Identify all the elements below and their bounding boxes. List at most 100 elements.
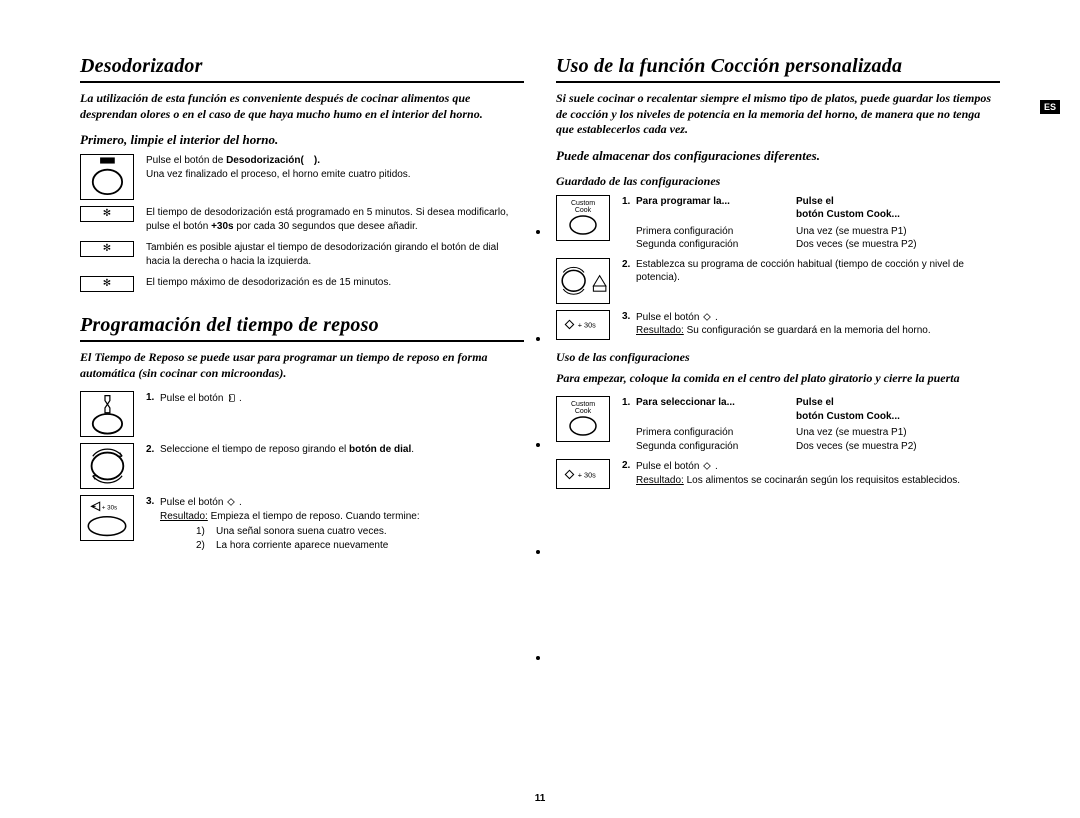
result-label: Resultado: — [636, 475, 684, 486]
bullet-2: ✻ También es posible ajustar el tiempo d… — [80, 241, 524, 268]
dial-icon — [80, 443, 134, 489]
right-column: Uso de la función Cocción personalizada … — [556, 55, 1000, 558]
td: Segunda configuración — [636, 238, 796, 252]
td: Una vez (se muestra P1) — [796, 426, 907, 440]
th: botón Custom Cook... — [796, 209, 900, 220]
t: Desodorización( — [226, 155, 304, 166]
deodor-step-row: Pulse el botón de Desodorización(). Una … — [80, 154, 524, 200]
t: Empieza el tiempo de reposo. Cuando term… — [208, 511, 420, 522]
td: Segunda configuración — [636, 440, 796, 454]
btn-label: + 30s — [578, 321, 596, 330]
timer-icon — [80, 391, 134, 437]
t: La hora corriente aparece nuevamente — [216, 539, 388, 553]
use-table-rows: Primera configuraciónUna vez (se muestra… — [636, 426, 1000, 453]
sub-two-configs: Puede almacenar dos configuraciones dife… — [556, 148, 1000, 164]
bullet-3: ✻ El tiempo máximo de desodorización es … — [80, 276, 524, 292]
language-tab: ES — [1040, 100, 1060, 114]
t: Seleccione el tiempo de reposo girando e… — [160, 444, 349, 455]
t: botón de dial — [349, 444, 411, 455]
start-30s-icon: + 30s — [556, 310, 610, 340]
svg-text:+ 30s: + 30s — [102, 504, 117, 511]
custom-cook-icon: Custom Cook — [556, 195, 610, 241]
reposo-step2-text: 2. Seleccione el tiempo de reposo girand… — [146, 443, 524, 457]
t: Una señal sonora suena cuatro veces. — [216, 525, 387, 539]
result-label: Resultado: — [636, 325, 684, 336]
step-number: 1. — [622, 396, 636, 453]
intro-use: Para empezar, coloque la comida en el ce… — [556, 371, 1000, 387]
t: ). — [314, 155, 320, 166]
t: . — [239, 497, 242, 508]
subheading-limpie: Primero, limpie el interior del horno. — [80, 132, 524, 148]
td: Dos veces (se muestra P2) — [796, 238, 917, 252]
deodor-step-text: Pulse el botón de Desodorización(). Una … — [146, 154, 524, 181]
note-mark-icon: ✻ — [80, 276, 134, 292]
heading-reposo: Programación del tiempo de reposo — [80, 314, 524, 342]
save-step3-text: 3. Pulse el botón . Resultado: Su config… — [622, 310, 1000, 338]
step-number: 3. — [622, 310, 636, 338]
td: Una vez (se muestra P1) — [796, 225, 907, 239]
t: Los alimentos se cocinarán según los req… — [684, 475, 960, 486]
step-number: 2. — [622, 459, 636, 487]
t: Custom — [571, 200, 595, 207]
reposo-step3: + 30s 3. Pulse el botón . Resultado: Emp… — [80, 495, 524, 552]
icon-label: Custom Cook — [571, 200, 595, 214]
icon-label: Custom Cook — [571, 401, 595, 415]
step-number: 2. — [622, 258, 636, 285]
t: Pulse el botón — [160, 393, 226, 404]
th: Para programar la... — [636, 195, 796, 222]
t: Pulse el botón de — [146, 155, 226, 166]
t: por cada 30 segundos que desee añadir. — [234, 221, 418, 232]
save-step3: + 30s 3. Pulse el botón . Resultado: Su … — [556, 310, 1000, 340]
intro-desodorizador: La utilización de esta función es conven… — [80, 91, 524, 122]
bullet-3-text: El tiempo máximo de desodorización es de… — [146, 276, 524, 292]
step-number: 3. — [146, 495, 160, 552]
t: . — [411, 444, 414, 455]
intro-reposo: El Tiempo de Reposo se puede usar para p… — [80, 350, 524, 381]
reposo-step3-text: 3. Pulse el botón . Resultado: Empieza e… — [146, 495, 524, 552]
step-number: 1. — [622, 195, 636, 252]
t: Custom — [571, 401, 595, 408]
th: botón Custom Cook... — [796, 411, 900, 422]
reposo-step1: 1. Pulse el botón . — [80, 391, 524, 437]
bullet-1-text: El tiempo de desodorización está program… — [146, 206, 524, 233]
use-step2: + 30s 2. Pulse el botón . Resultado: Los… — [556, 459, 1000, 489]
step-number: 2. — [146, 443, 160, 457]
heading-desodorizador: Desodorizador — [80, 55, 524, 83]
heading-custom-cook: Uso de la función Cocción personalizada — [556, 55, 1000, 83]
page-number: 11 — [0, 793, 1080, 804]
custom-cook-icon: Custom Cook — [556, 396, 610, 442]
t: Establezca su programa de cocción habitu… — [636, 258, 1000, 285]
t: . — [239, 393, 242, 404]
save-step2: 2. Establezca su programa de cocción hab… — [556, 258, 1000, 304]
intro-custom-cook: Si suele cocinar o recalentar siempre el… — [556, 91, 1000, 138]
t: Pulse el botón — [160, 497, 226, 508]
left-column: Desodorizador La utilización de esta fun… — [80, 55, 524, 558]
use-step1: Custom Cook 1. Para seleccionar la... Pu… — [556, 396, 1000, 453]
result-sublist: 1)Una señal sonora suena cuatro veces. 2… — [196, 525, 420, 552]
start-30s-icon: + 30s — [556, 459, 610, 489]
save-table-head: Para programar la... Pulse elbotón Custo… — [636, 195, 1000, 222]
t: Pulse el botón — [636, 312, 702, 323]
bullet-2-text: También es posible ajustar el tiempo de … — [146, 241, 524, 268]
sub-save: Guardado de las configuraciones — [556, 174, 1000, 189]
t: . — [715, 312, 718, 323]
t: Una vez finalizado el proceso, el horno … — [146, 169, 411, 180]
n: 1) — [196, 525, 216, 539]
bullet-1: ✻ El tiempo de desodorización está progr… — [80, 206, 524, 233]
reposo-step1-text: 1. Pulse el botón . — [146, 391, 524, 406]
page-root: ES Desodorizador La utilización de esta … — [80, 55, 1000, 558]
save-step2-text: 2. Establezca su programa de cocción hab… — [622, 258, 1000, 285]
t: Cook — [575, 207, 591, 214]
td: Dos veces (se muestra P2) — [796, 440, 917, 454]
use-step1-text: 1. Para seleccionar la... Pulse elbotón … — [622, 396, 1000, 453]
t: +30s — [211, 221, 234, 232]
use-table-head: Para seleccionar la... Pulse elbotón Cus… — [636, 396, 1000, 423]
td: Primera configuración — [636, 225, 796, 239]
note-mark-icon: ✻ — [80, 206, 134, 222]
btn-label: + 30s — [578, 470, 596, 479]
result-label: Resultado: — [160, 511, 208, 522]
t: . — [715, 461, 718, 472]
sub-use: Uso de las configuraciones — [556, 350, 1000, 365]
th: Para seleccionar la... — [636, 396, 796, 423]
save-step1-text: 1. Para programar la... Pulse elbotón Cu… — [622, 195, 1000, 252]
